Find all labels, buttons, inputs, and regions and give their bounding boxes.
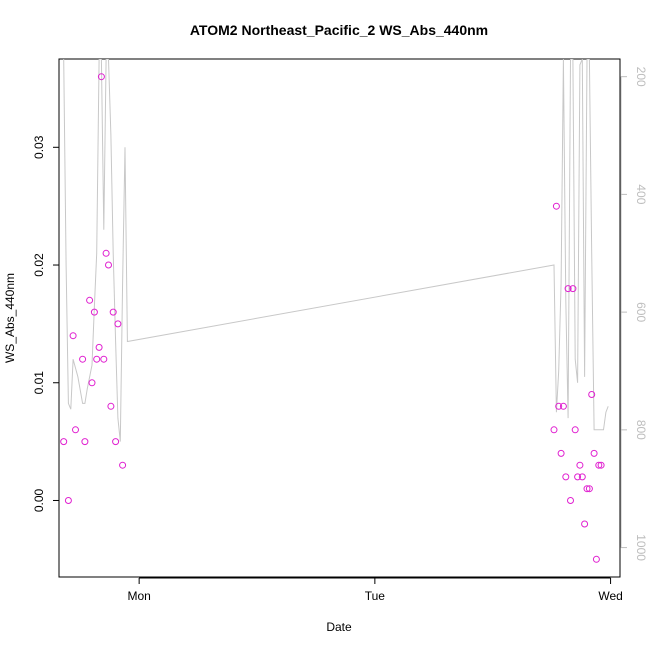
data-point [574, 473, 582, 481]
data-point [97, 73, 105, 81]
data-point [569, 285, 577, 293]
right-tick-label: 200 [634, 67, 648, 87]
data-point [60, 438, 68, 446]
data-point [93, 355, 101, 363]
x-tick-label: Mon [127, 589, 150, 603]
data-point [595, 461, 603, 469]
data-point [571, 426, 579, 434]
data-point [100, 355, 108, 363]
plot-frame [58, 58, 621, 578]
y-tick-label: 0.01 [32, 371, 46, 395]
data-point [578, 473, 586, 481]
data-point [557, 449, 565, 457]
data-point [550, 426, 558, 434]
data-point [562, 473, 570, 481]
data-point [95, 343, 103, 351]
data-point [585, 485, 593, 493]
data-point [64, 497, 72, 504]
x-axis-label: Date [326, 620, 352, 634]
data-point [109, 308, 117, 316]
right-tick-label: 1000 [634, 534, 648, 561]
data-point [102, 249, 110, 257]
data-point [576, 461, 584, 469]
right-tick-label: 400 [634, 184, 648, 204]
data-point [583, 485, 591, 493]
x-tick-label: Wed [598, 589, 622, 603]
data-point [581, 520, 589, 528]
data-point [114, 320, 122, 328]
y-axis-label: WS_Abs_440nm [3, 273, 17, 363]
data-point [119, 461, 127, 469]
chart-marks: Mon Tue Wed 0.00 0.01 0.02 0.03 200 400 600 800 100… [32, 59, 648, 603]
data-point [552, 202, 560, 210]
data-point [112, 438, 120, 446]
data-point [69, 332, 77, 340]
data-point [588, 391, 596, 398]
data-point [88, 379, 96, 387]
data-point [590, 449, 598, 457]
data-point [79, 355, 87, 363]
data-point [555, 402, 563, 410]
secondary-line [63, 59, 609, 442]
chart-title: ATOM2 Northeast_Pacific_2 WS_Abs_440nm [190, 22, 488, 38]
data-point [567, 497, 574, 504]
data-point [564, 285, 572, 293]
data-point [72, 426, 79, 434]
data-point [597, 461, 605, 469]
data-point [86, 296, 94, 304]
data-point [559, 402, 567, 410]
data-point [81, 438, 89, 446]
right-tick-label: 800 [634, 420, 648, 440]
y-tick-label: 0.00 [32, 488, 46, 512]
right-tick-label: 600 [634, 302, 648, 322]
y-tick-label: 0.03 [32, 135, 46, 159]
x-tick-label: Tue [365, 589, 386, 603]
data-point [105, 261, 112, 269]
data-point [90, 308, 98, 316]
y-tick-label: 0.02 [32, 253, 46, 277]
data-point [592, 555, 600, 563]
data-point [107, 402, 115, 410]
